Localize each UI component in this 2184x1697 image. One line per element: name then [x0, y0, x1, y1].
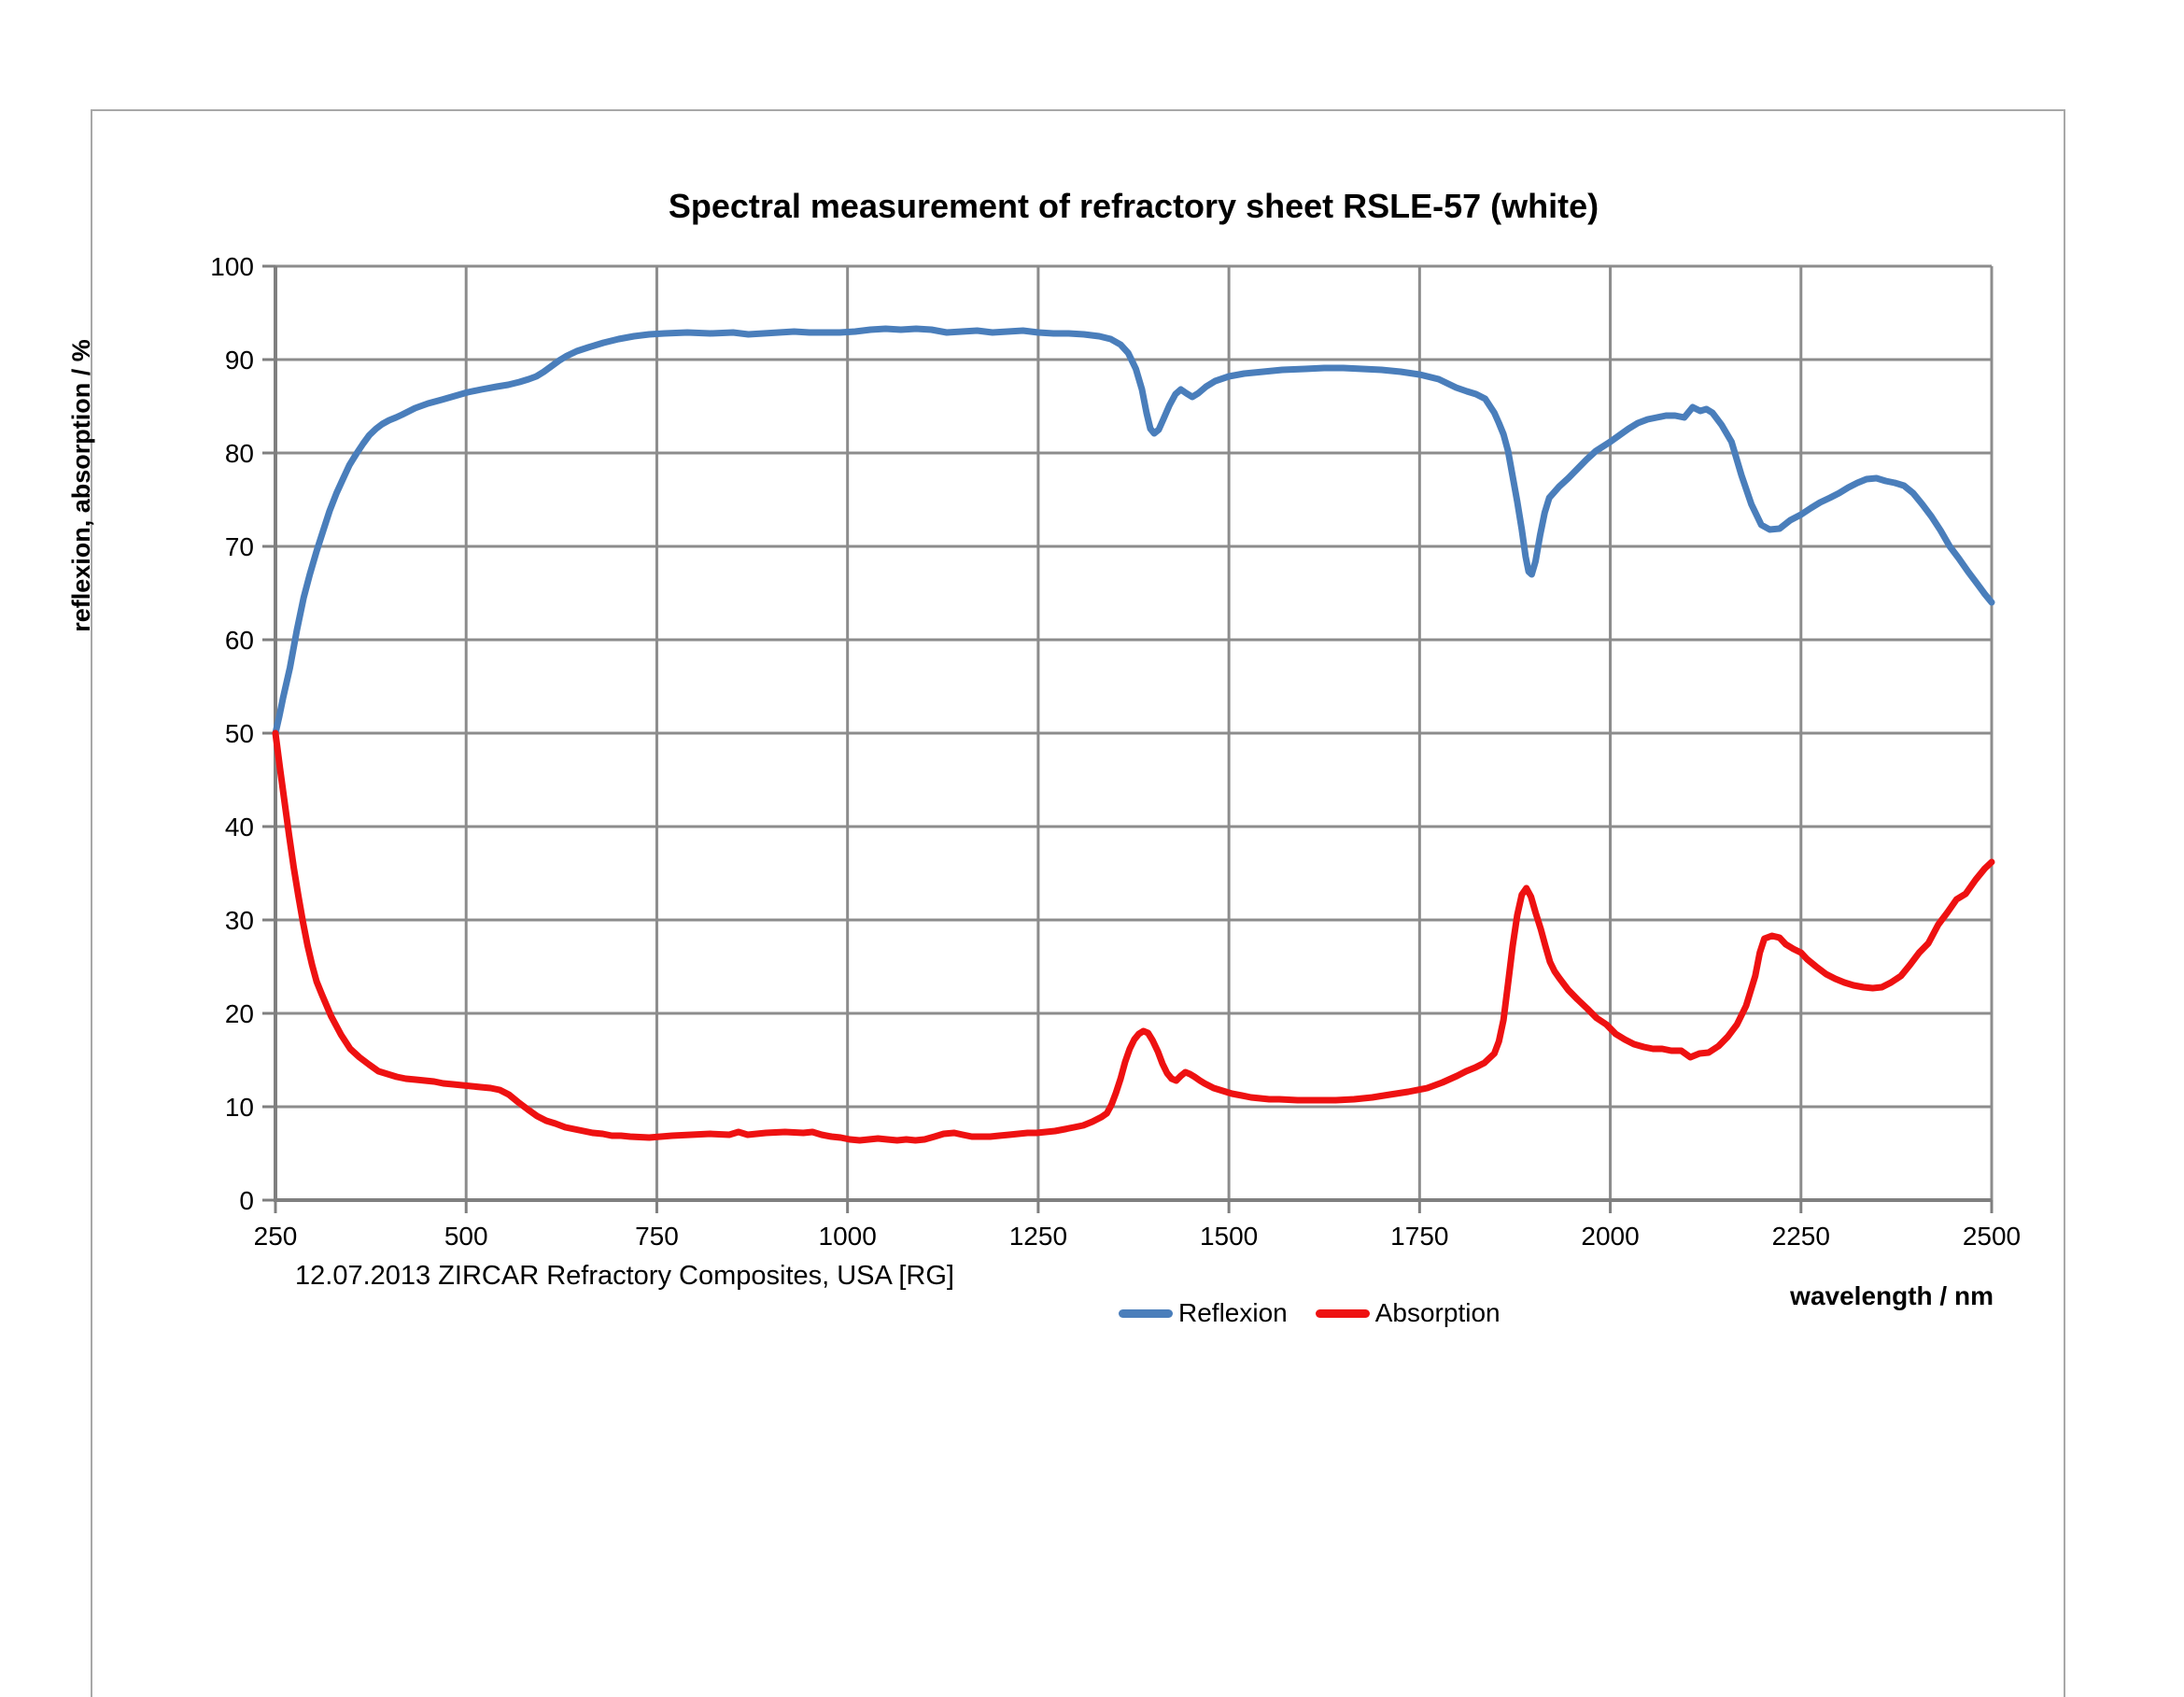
y-axis-title: reflexion, absorption / %	[67, 339, 95, 632]
y-tick-label-100: 100	[210, 252, 254, 281]
y-tick-label-50: 50	[225, 719, 254, 748]
x-tick-label-1750: 1750	[1390, 1222, 1448, 1251]
x-tick-label-250: 250	[254, 1222, 298, 1251]
y-tick-label-70: 70	[225, 532, 254, 561]
reflexion-line	[272, 325, 1995, 737]
legend: Reflexion Absorption	[1119, 1298, 1501, 1328]
legend-label-absorption: Absorption	[1374, 1298, 1501, 1327]
x-tick-label-500: 500	[444, 1222, 488, 1251]
y-tick-label-10: 10	[225, 1093, 254, 1122]
y-tick-label-20: 20	[225, 999, 254, 1028]
x-tick-label-2500: 2500	[1963, 1222, 2021, 1251]
reflexion-line-swatch	[1119, 1308, 1173, 1318]
y-tick-label-40: 40	[225, 813, 254, 841]
x-tick-label-2250: 2250	[1772, 1222, 1830, 1251]
x-tick-label-1500: 1500	[1200, 1222, 1258, 1251]
y-tick-label-30: 30	[225, 906, 254, 935]
footnote: 12.07.2013 ZIRCAR Refractory Composites,…	[295, 1261, 954, 1291]
absorption-line	[272, 729, 1995, 1144]
absorption-line-swatch	[1315, 1308, 1370, 1318]
y-tick-label-60: 60	[225, 626, 254, 655]
x-axis-title: wavelength / nm	[1790, 1281, 1994, 1310]
chart-title: Spectral measurement of refractory sheet…	[668, 187, 1599, 225]
spectral-chart-plot: 0 10 20 30 40 50 60 70 80 90 100 250 500 750 1000 1250 1…	[210, 252, 2021, 1251]
page: { "title": "Spectral measurement of refr…	[67, 109, 2065, 1697]
x-tick-label-750: 750	[635, 1222, 679, 1251]
x-tick-label-2000: 2000	[1581, 1222, 1639, 1251]
y-tick-label-0: 0	[239, 1186, 254, 1215]
x-tick-label-1250: 1250	[1009, 1222, 1067, 1251]
legend-item-absorption: Absorption	[1315, 1298, 1501, 1328]
x-tick-label-1000: 1000	[819, 1222, 877, 1251]
y-tick-label-80: 80	[225, 439, 254, 468]
legend-item-reflexion: Reflexion	[1119, 1298, 1288, 1328]
y-tick-label-90: 90	[225, 346, 254, 375]
legend-label-reflexion: Reflexion	[1178, 1298, 1288, 1327]
